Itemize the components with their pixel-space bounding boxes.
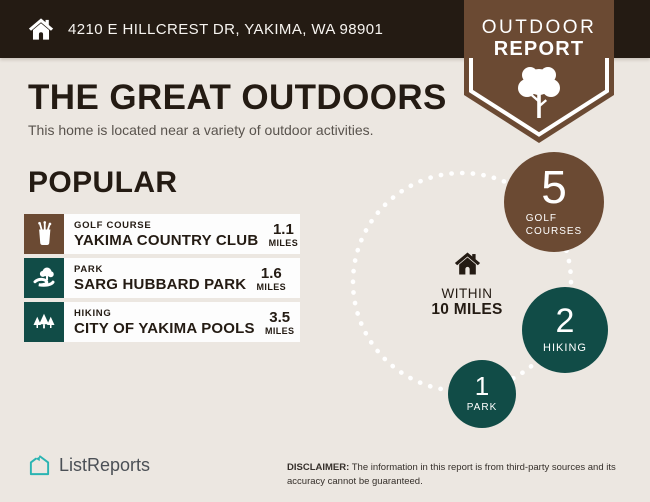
bubble-hiking: 2 HIKING (522, 287, 608, 373)
item-category: HIKING (74, 307, 112, 319)
miles-label: 10 MILES (431, 301, 503, 318)
park-tree-icon (24, 258, 64, 298)
list-item-hiking: HIKING CITY OF YAKIMA POOLS 3.5 MILES (24, 302, 300, 342)
bubble-label: HIKING (543, 341, 587, 354)
disclaimer-label: DISCLAIMER: (287, 462, 350, 473)
page-subtitle: This home is located near a variety of o… (28, 122, 374, 138)
property-address: 4210 E HILLCREST DR, YAKIMA, WA 98901 (68, 20, 384, 38)
bubble-park: 1 PARK (448, 360, 516, 428)
bubble-count: 1 (474, 370, 490, 401)
brand-name: ListReports (59, 455, 151, 475)
within-label: WITHIN (441, 286, 493, 301)
list-item-golf: GOLF COURSE YAKIMA COUNTRY CLUB 1.1 MILE… (24, 214, 300, 254)
badge-line1: OUTDOOR (481, 17, 597, 38)
item-distance-unit: MILES (268, 237, 299, 248)
home-icon-black (454, 252, 480, 275)
item-name: SARG HUBBARD PARK (74, 275, 247, 293)
popular-heading: POPULAR (28, 166, 178, 199)
list-item-park: PARK SARG HUBBARD PARK 1.6 MILES (24, 258, 300, 298)
tree-icon (518, 67, 560, 118)
radius-center-label: WITHIN 10 MILES (407, 250, 527, 319)
bubble-label: GOLF COURSES (525, 213, 583, 238)
listreports-house-icon (29, 455, 50, 476)
badge-ribbon-shape (464, 0, 614, 143)
item-distance: 1.6 (260, 264, 282, 282)
item-distance: 3.5 (269, 308, 291, 326)
item-name: YAKIMA COUNTRY CLUB (74, 231, 259, 249)
item-category: PARK (74, 263, 104, 275)
bubble-golf-courses: 5 GOLF COURSES (504, 152, 604, 252)
golf-bag-icon (24, 214, 64, 254)
disclaimer-text: DISCLAIMER: The information in this repo… (287, 462, 616, 487)
listreports-logo: ListReports (28, 454, 150, 477)
item-distance-unit: MILES (256, 281, 287, 292)
pine-trees-icon (24, 302, 64, 342)
bubble-label: PARK (466, 402, 498, 414)
item-name: CITY OF YAKIMA POOLS (74, 319, 255, 337)
home-icon (28, 18, 54, 40)
item-category: GOLF COURSE (74, 219, 152, 231)
page-title: THE GREAT OUTDOORS (28, 78, 447, 117)
item-distance: 1.1 (272, 220, 294, 238)
bubble-count: 5 (541, 160, 567, 213)
outdoor-report-badge: OUTDOOR REPORT (464, 0, 614, 145)
item-distance-unit: MILES (264, 325, 295, 336)
popular-list: GOLF COURSE YAKIMA COUNTRY CLUB 1.1 MILE… (24, 214, 300, 346)
badge-line2: REPORT (493, 38, 585, 60)
bubble-count: 2 (555, 302, 575, 341)
